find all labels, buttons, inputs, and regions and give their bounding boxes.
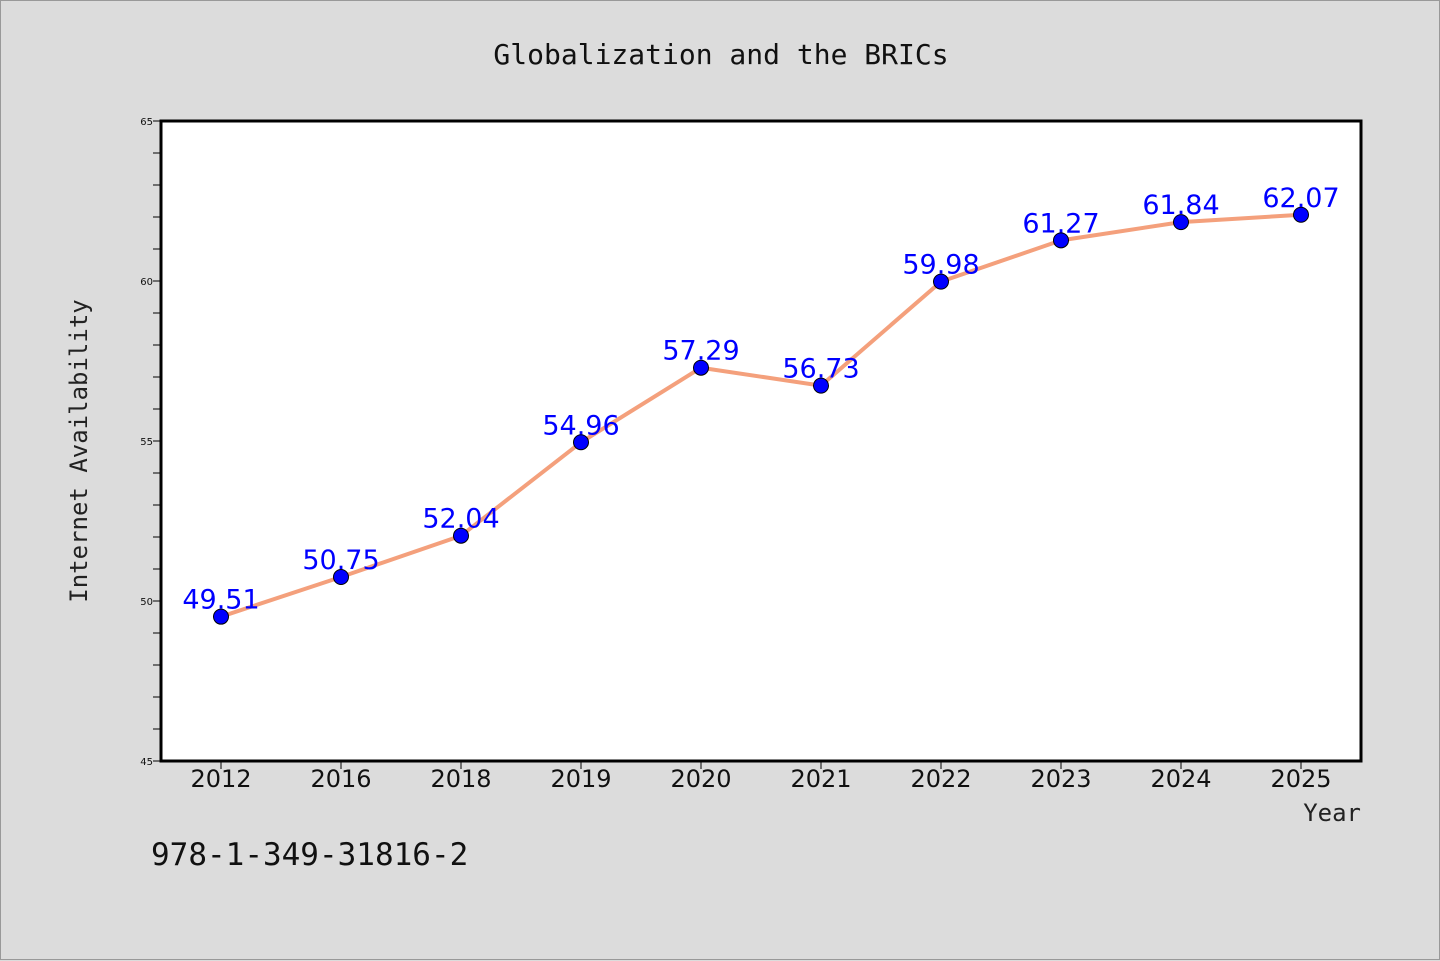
data-label: 61.27 — [1022, 208, 1099, 239]
data-point — [453, 527, 469, 544]
data-point — [813, 377, 829, 394]
x-axis: 2012 2016 2018 2019 2020 2021 2022 2023 2024 2025 — [190, 761, 1332, 793]
x-tick-label: 2025 — [1270, 765, 1331, 793]
x-tick-label: 2024 — [1150, 765, 1211, 793]
data-label: 52.04 — [422, 504, 499, 535]
x-tick-label: 2021 — [790, 765, 851, 793]
data-point — [213, 608, 229, 625]
data-label: 56.73 — [782, 354, 859, 385]
data-label: 49.51 — [182, 585, 259, 616]
data-point — [693, 359, 709, 376]
x-tick-label: 2022 — [910, 765, 971, 793]
x-tick-label: 2018 — [430, 765, 491, 793]
data-point — [1293, 206, 1309, 223]
data-point — [333, 569, 349, 585]
data-point — [573, 434, 589, 451]
x-tick-label: 2016 — [310, 765, 371, 793]
y-tick-label: 55 — [140, 437, 153, 448]
data-point — [1173, 214, 1189, 231]
series-line — [219, 212, 1303, 619]
data-point — [1053, 232, 1069, 249]
y-axis: 45 50 55 60 65 — [140, 117, 161, 768]
y-axis-label: Internet Availability — [65, 299, 93, 602]
data-point — [933, 273, 949, 290]
x-tick-label: 2012 — [190, 765, 251, 793]
x-tick-label: 2019 — [550, 765, 611, 793]
isbn-label: 978-1-349-31816-2 — [151, 837, 468, 873]
y-tick-label: 50 — [140, 597, 153, 608]
data-label: 57.29 — [662, 336, 739, 367]
x-axis-label: Year — [1303, 799, 1361, 827]
data-label: 54.96 — [542, 410, 619, 441]
x-tick-label: 2023 — [1030, 765, 1091, 793]
plot-frame — [159, 119, 1363, 763]
y-tick-label: 60 — [140, 277, 153, 288]
data-label: 59.98 — [902, 250, 979, 281]
chart-title: Globalization and the BRICs — [493, 38, 948, 71]
data-label: 61.84 — [1142, 190, 1219, 221]
y-tick-label: 65 — [140, 117, 153, 128]
series-layer: 49.51 50.75 52.04 54.96 57.29 56.73 59.98 61.27… — [182, 183, 1340, 625]
y-tick-label: 45 — [140, 757, 153, 768]
data-label: 62.07 — [1262, 183, 1339, 214]
data-label: 50.75 — [302, 545, 379, 576]
plot-area — [161, 121, 1361, 761]
x-tick-label: 2020 — [670, 765, 731, 793]
